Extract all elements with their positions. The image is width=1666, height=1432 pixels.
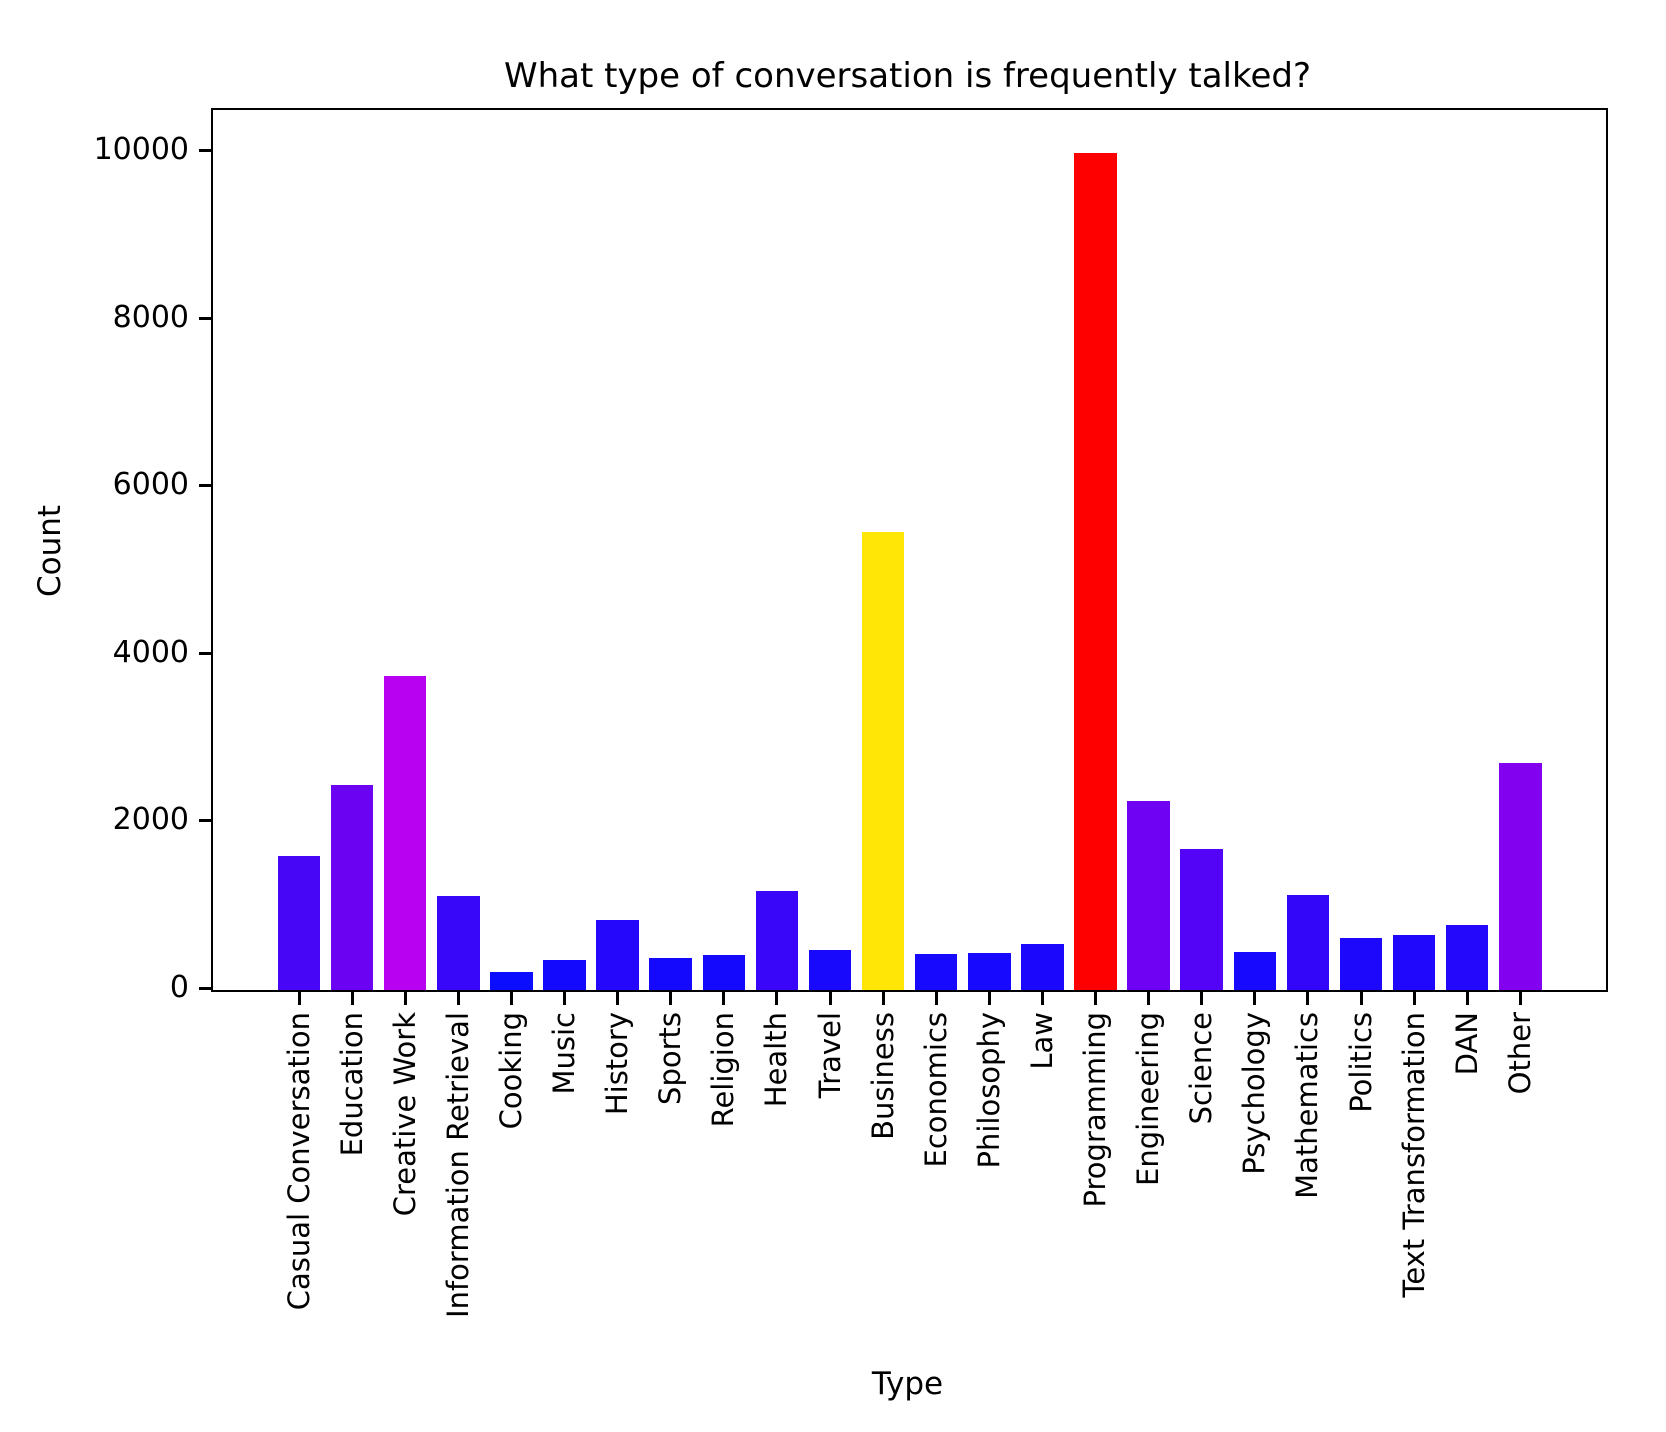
- bar-engineering: [1127, 800, 1170, 990]
- bar-economics: [914, 953, 958, 990]
- xtick-mark-health: [775, 992, 779, 1005]
- bar-health: [755, 890, 799, 990]
- ytick-mark-4000: [199, 651, 211, 655]
- xtick-mark-psychology: [1253, 992, 1257, 1005]
- xtick-mark-creative-work: [403, 992, 407, 1005]
- xtick-mark-information-retrieval: [456, 992, 460, 1005]
- chart-title: What type of conversation is frequently …: [503, 56, 1312, 96]
- xtick-mark-casual-conversation: [297, 992, 301, 1005]
- ytick-mark-2000: [199, 819, 211, 823]
- xtick-mark-music: [563, 992, 566, 1005]
- xtick-mark-economics: [934, 992, 938, 1005]
- xtick-mark-education: [350, 992, 354, 1005]
- ytick-label-4000: 4000: [112, 634, 189, 670]
- ytick-label-0: 0: [169, 970, 189, 1005]
- bar-religion: [702, 955, 746, 990]
- bar-text-transformation: [1392, 934, 1436, 990]
- xtick-mark-programming: [1094, 992, 1097, 1005]
- xtick-mark-history: [616, 992, 620, 1005]
- xtick-mark-sports: [669, 992, 673, 1005]
- bar-history: [596, 919, 639, 990]
- xtick-mark-business: [881, 992, 885, 1005]
- bar-programming: [1074, 152, 1117, 990]
- ytick-label-8000: 8000: [112, 299, 189, 335]
- bar-philosophy: [968, 953, 1011, 990]
- xtick-mark-philosophy: [987, 992, 991, 1005]
- bar-law: [1021, 943, 1064, 990]
- xtick-mark-text-transformation: [1412, 992, 1416, 1005]
- bar-casual-conversation: [277, 855, 321, 990]
- ytick-mark-6000: [199, 484, 211, 488]
- bar-other: [1499, 762, 1542, 990]
- xtick-mark-science: [1200, 992, 1204, 1005]
- bar-travel: [808, 949, 852, 990]
- xtick-mark-religion: [722, 992, 726, 1005]
- bar-politics: [1339, 938, 1383, 990]
- ytick-mark-0: [199, 987, 211, 990]
- ytick-mark-8000: [199, 316, 211, 320]
- bar-dan: [1445, 925, 1489, 990]
- bar-creative-work: [383, 675, 427, 990]
- bar-business: [861, 532, 905, 990]
- ytick-label-6000: 6000: [112, 467, 189, 503]
- plot-area: [211, 108, 1608, 992]
- xtick-mark-law: [1040, 992, 1044, 1005]
- xtick-mark-other: [1518, 992, 1522, 1005]
- y-axis-label: Count: [32, 504, 68, 598]
- bar-sports: [649, 957, 692, 990]
- xtick-mark-cooking: [509, 992, 513, 1005]
- xtick-mark-dan: [1465, 992, 1469, 1005]
- bar-mathematics: [1286, 895, 1330, 990]
- xtick-mark-travel: [828, 992, 832, 1005]
- xtick-mark-politics: [1359, 992, 1363, 1005]
- bar-information-retrieval: [437, 896, 480, 990]
- xtick-mark-mathematics: [1306, 992, 1310, 1005]
- bar-education: [330, 784, 374, 990]
- x-axis-label: Type: [871, 1366, 944, 1402]
- xtick-mark-engineering: [1147, 992, 1151, 1005]
- bar-cooking: [490, 971, 533, 990]
- ytick-label-2000: 2000: [112, 802, 189, 838]
- ytick-label-10000: 10000: [93, 131, 189, 167]
- ytick-mark-10000: [199, 148, 211, 152]
- bar-psychology: [1233, 952, 1277, 990]
- bar-science: [1180, 848, 1223, 990]
- bar-music: [543, 960, 586, 990]
